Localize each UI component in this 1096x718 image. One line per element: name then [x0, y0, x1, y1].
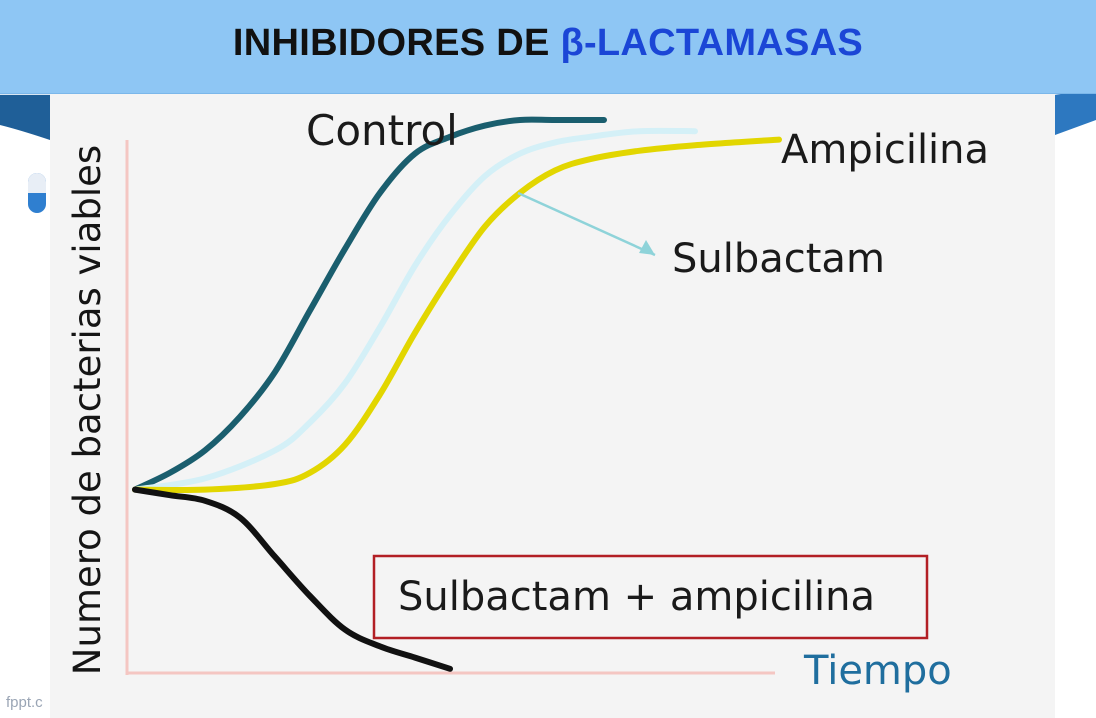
sulbactam-arrow-line	[517, 191, 656, 257]
series-line-sulbactam-ampicilina	[132, 486, 453, 672]
capsule-icon	[27, 172, 47, 214]
label-ampicilina: Ampicilina	[781, 127, 989, 173]
label-control: Control	[306, 106, 458, 155]
y-axis-label: Numero de bacterias viables	[66, 145, 109, 675]
label-sulbactam: Sulbactam	[672, 236, 885, 282]
title-accent: β-LACTAMASAS	[560, 22, 864, 64]
title-main: INHIBIDORES DE	[232, 22, 561, 64]
series-layer	[132, 116, 782, 672]
x-axis-label: Tiempo	[803, 648, 952, 694]
combo-label-box	[372, 554, 929, 640]
slide-title: INHIBIDORES DE β-LACTAMASAS	[233, 22, 863, 65]
label-sulbactam-ampicilina: Sulbactam + ampicilina	[398, 574, 875, 620]
series-line-ampicilina	[132, 136, 782, 493]
footer-watermark: fppt.c	[6, 694, 43, 711]
series-line-control	[132, 116, 607, 493]
chart-panel	[50, 94, 1055, 718]
sulbactam-arrow-head	[639, 240, 655, 255]
title-bar: INHIBIDORES DE β-LACTAMASAS	[0, 0, 1096, 94]
series-line-sulbactam	[132, 127, 698, 493]
